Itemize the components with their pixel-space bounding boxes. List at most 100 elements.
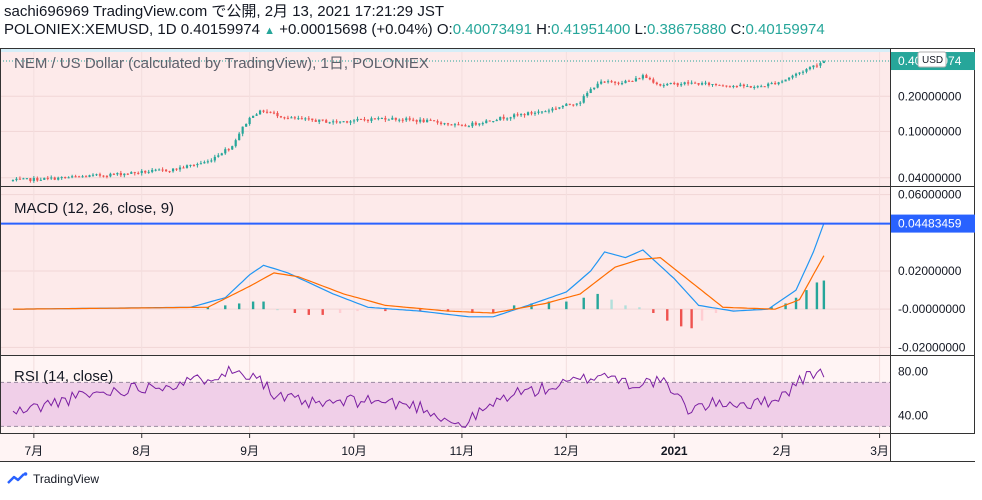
low-label: L: <box>634 21 648 38</box>
candle-body <box>547 110 551 112</box>
candle-body <box>620 83 624 85</box>
macd-histogram-bar <box>321 309 324 315</box>
price-change: +0.00015698 (+0.04%) <box>279 21 433 38</box>
candle-body <box>345 121 349 123</box>
candle-body <box>690 82 693 84</box>
candle-body <box>258 110 262 115</box>
candle-body <box>318 119 321 122</box>
candle-body <box>18 178 22 180</box>
macd-tick-label: 0.06000000 <box>898 188 962 202</box>
candle-body <box>71 176 74 178</box>
candle-body <box>154 169 157 171</box>
open-value: 0.40073491 <box>452 21 532 38</box>
candle-body <box>530 112 533 114</box>
candle-body <box>384 118 387 120</box>
macd-tick-label: -0.00000000 <box>898 302 966 316</box>
candle-body <box>408 118 411 120</box>
macd-histogram-bar <box>714 309 718 313</box>
macd-pane-title: MACD (12, 26, close, 9) <box>14 200 174 217</box>
candle-body <box>697 83 700 85</box>
high-label: H: <box>536 21 552 38</box>
time-tick-label: 3月 <box>870 444 889 458</box>
candle-body <box>67 177 70 179</box>
candle-body <box>593 87 596 90</box>
candle-body <box>224 149 227 154</box>
candle-body <box>248 117 251 124</box>
macd-histogram-bar <box>384 309 387 312</box>
candle-body <box>627 80 631 82</box>
candle-body <box>739 84 742 87</box>
macd-histogram-bar <box>815 282 819 310</box>
candle-body <box>105 175 109 177</box>
candle-body <box>64 177 67 179</box>
candle-body <box>474 122 477 125</box>
candle-body <box>485 120 488 124</box>
macd-histogram-bar <box>666 309 669 321</box>
footer-brand[interactable]: TradingView <box>6 471 99 487</box>
macd-histogram-bar <box>224 305 227 310</box>
candle-body <box>81 176 84 178</box>
candle-body <box>290 117 293 119</box>
candle-body <box>617 82 620 84</box>
candle-body <box>220 153 223 156</box>
macd-histogram-bar <box>652 309 655 313</box>
candle-body <box>495 120 498 122</box>
candle-body <box>137 172 140 174</box>
macd-histogram-bar <box>732 309 735 312</box>
candle-body <box>130 172 133 174</box>
candle-body <box>311 118 314 121</box>
candle-body <box>377 118 380 120</box>
candle-body <box>84 176 88 178</box>
candle-body <box>98 174 102 176</box>
macd-histogram-bar <box>276 309 279 311</box>
candle-body <box>711 84 714 86</box>
candle-body <box>203 162 206 164</box>
candle-body <box>801 71 805 73</box>
macd-value-badge-label: 0.04483459 <box>898 217 962 231</box>
candle-body <box>812 65 815 68</box>
candle-body <box>694 82 697 84</box>
candle-body <box>213 156 216 161</box>
open-label: O: <box>436 21 453 38</box>
candle-body <box>50 177 53 179</box>
candle-body <box>513 114 516 118</box>
candle-body <box>102 175 105 177</box>
price-tick-label: 0.20000000 <box>898 89 962 103</box>
candle-body <box>683 82 686 85</box>
candle-body <box>57 177 60 180</box>
candle-body <box>652 79 655 83</box>
candle-body <box>241 126 244 134</box>
candle-body <box>439 122 443 124</box>
candle-body <box>11 180 15 182</box>
currency-badge-label: USD <box>922 55 943 66</box>
macd-histogram-bar <box>596 293 599 310</box>
candle-body <box>798 72 801 74</box>
candle-body <box>401 119 404 121</box>
candle-body <box>168 171 171 173</box>
candle-body <box>467 126 470 128</box>
candle-body <box>109 173 112 177</box>
candle-body <box>526 112 530 116</box>
close-value: 0.40159974 <box>745 21 825 38</box>
time-tick-label: 10月 <box>341 444 366 458</box>
candle-body <box>53 177 56 180</box>
macd-histogram-bar <box>206 307 210 310</box>
candle-body <box>297 118 300 120</box>
candle-body <box>499 116 502 121</box>
candle-body <box>349 121 352 123</box>
candle-body <box>655 82 658 85</box>
macd-histogram-bar <box>293 309 297 313</box>
candle-body <box>352 120 356 122</box>
candle-body <box>533 112 537 114</box>
candle-body <box>158 169 161 171</box>
candle-body <box>718 84 721 86</box>
candle-body <box>126 173 129 175</box>
candle-body <box>707 82 711 85</box>
candle-body <box>523 114 526 116</box>
macd-histogram-bar <box>822 280 826 310</box>
candle-body <box>252 115 255 118</box>
candle-body <box>380 118 383 120</box>
candle-body <box>185 165 189 168</box>
candle-body <box>662 85 665 87</box>
